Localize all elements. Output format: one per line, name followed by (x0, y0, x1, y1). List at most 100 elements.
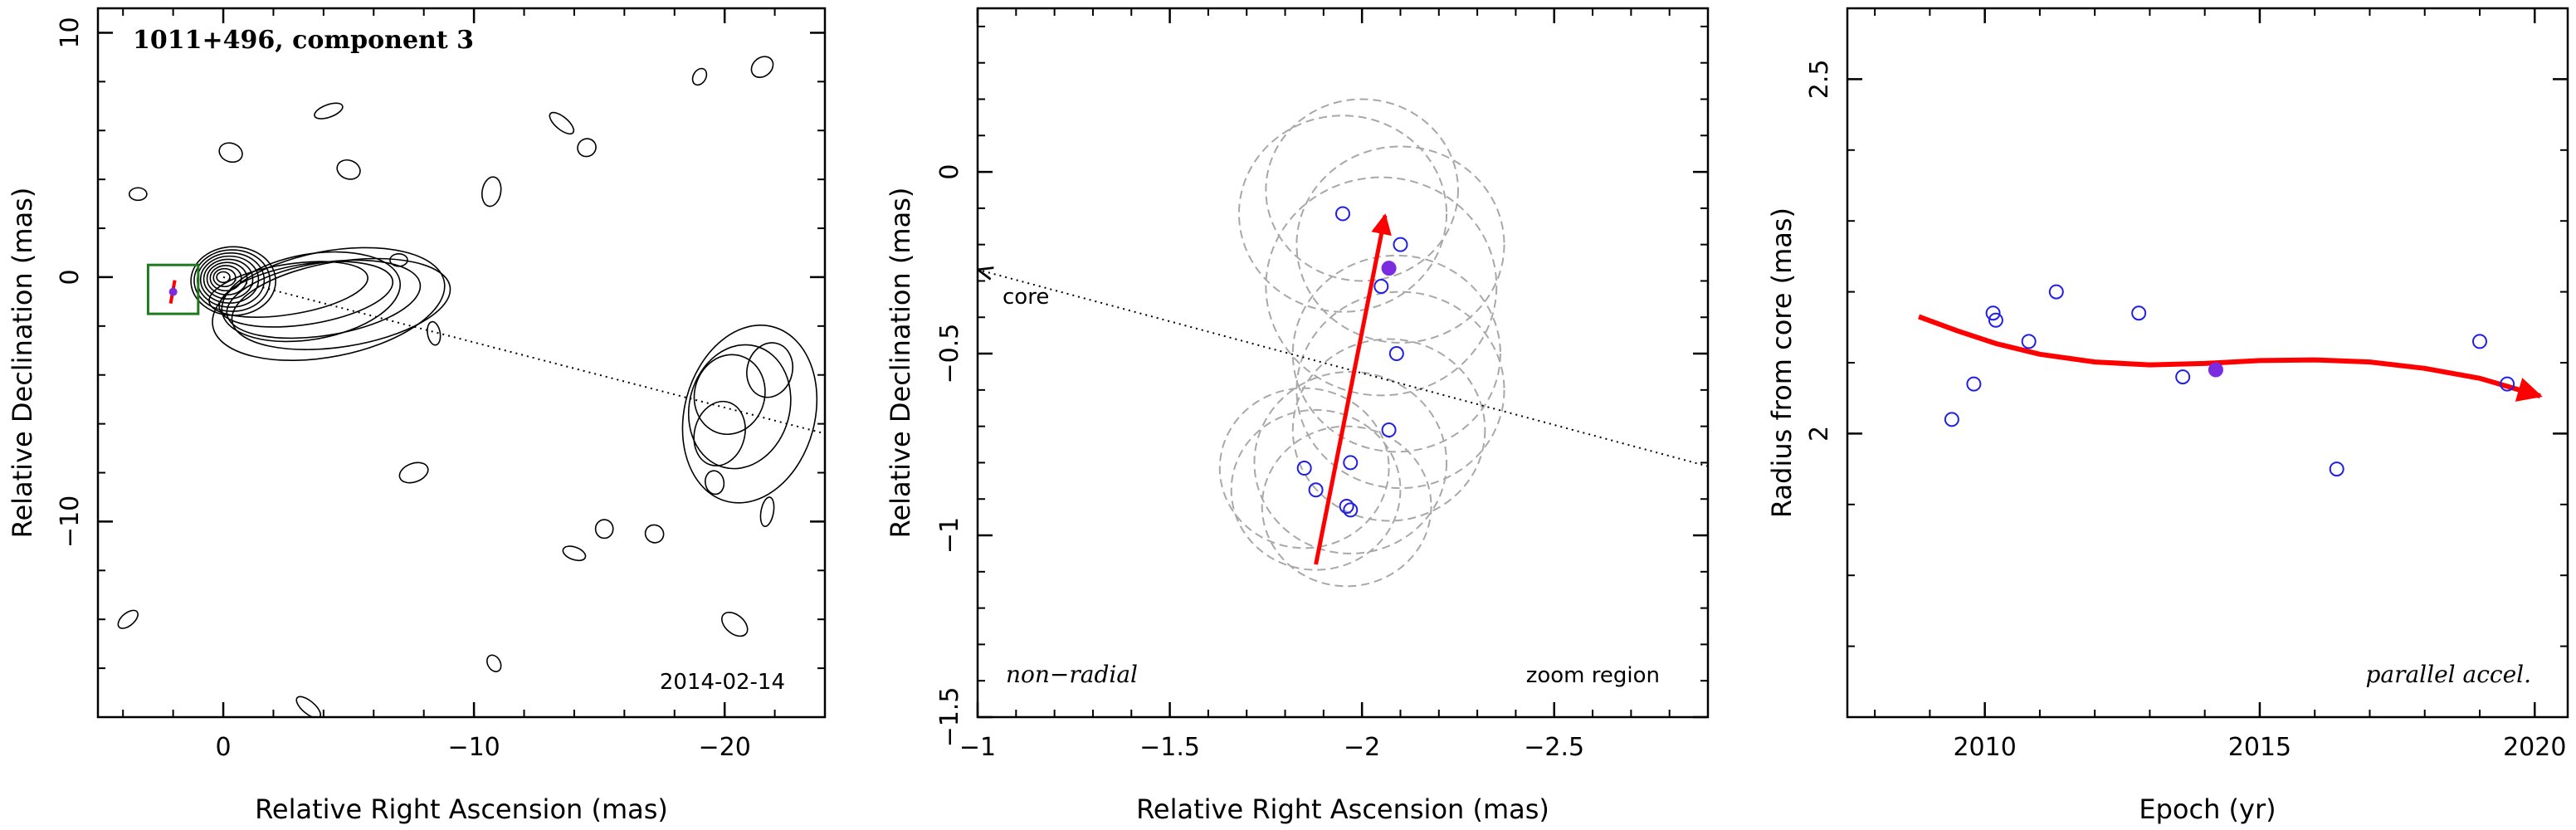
motion-label: non−radial (1006, 661, 1138, 688)
zoom-component-dot (168, 287, 178, 296)
right-xtick-label: 2010 (1953, 733, 2016, 762)
radius-point (2021, 334, 2037, 349)
noise-contour (577, 138, 597, 158)
noise-contour (750, 56, 774, 78)
noise-contour (389, 252, 408, 267)
error-circle (1237, 115, 1448, 313)
position-point (1335, 206, 1350, 222)
middle-xlabel: Relative Right Ascension (mas) (1136, 793, 1549, 825)
reference-point (2208, 362, 2223, 378)
left-ticks: 0 −10 −20 10 0 −10 (56, 8, 826, 762)
noise-contour (759, 496, 775, 528)
middle-xtick-label: −1.5 (1139, 733, 1200, 762)
radius-point (1944, 412, 1959, 427)
error-circle (1291, 338, 1486, 522)
radius-point (1988, 312, 2003, 328)
core-contour (216, 271, 231, 284)
middle-panel: core −1 −1.5 −2 −2.50−0.5−1−1.5 non−radial … (885, 7, 1710, 825)
noise-contour (721, 611, 749, 637)
middle-ticks: −1 −1.5 −2 −2.50−0.5−1−1.5 (935, 8, 1708, 762)
noise-contour (117, 609, 139, 629)
noise-contour (549, 111, 575, 135)
position-point (1296, 461, 1312, 476)
radius-point (2471, 334, 2487, 349)
middle-xtick-label: −2 (1344, 733, 1380, 762)
middle-frame (976, 7, 1710, 719)
error-circles (1218, 98, 1505, 588)
jet-contour (208, 261, 368, 318)
radius-point (2048, 284, 2064, 300)
position-point (1381, 422, 1397, 438)
lobe-contour (687, 344, 792, 470)
jet-contour (226, 259, 422, 339)
right-xlabel: Epoch (yr) (2139, 793, 2276, 825)
middle-points (1296, 206, 1408, 518)
left-ytick-label: 0 (56, 269, 85, 285)
error-circle (1265, 176, 1498, 397)
core-label: core (1003, 285, 1049, 310)
jet-axis-line (222, 276, 825, 435)
velocity-vector (1314, 213, 1392, 565)
position-point (1339, 498, 1354, 514)
middle-ytick-label: −0.5 (935, 324, 964, 384)
lobe-contour (681, 325, 818, 504)
right-ticks: 2010 2015 2020 2 2.5 (1805, 7, 2568, 762)
jet-contour (221, 251, 402, 343)
left-xtick-label: −20 (699, 733, 751, 762)
accel-label: parallel accel. (2365, 661, 2531, 688)
noise-contour (128, 187, 148, 202)
noise-contour (691, 67, 708, 86)
middle-ytick-label: −1 (935, 517, 964, 554)
noise-contour (398, 461, 429, 484)
left-ylabel: Relative Declination (mas) (7, 188, 38, 539)
radius-point (2500, 376, 2515, 392)
error-circle (1230, 408, 1402, 571)
jet-contour (218, 261, 394, 328)
error-circle (1253, 370, 1448, 554)
radius-point (1985, 305, 2001, 321)
lobe-contour (693, 354, 766, 436)
lobe-contour (746, 342, 793, 398)
noise-contour (486, 654, 502, 672)
middle-ylabel: Relative Declination (mas) (885, 188, 916, 539)
left-panel: 0 −10 −20 10 0 −10 1011+496, component 3 2014… (7, 7, 827, 825)
core-contour (202, 258, 254, 300)
right-xtick-label: 2015 (2228, 733, 2291, 762)
left-xtick-label: −10 (447, 733, 500, 762)
noise-contour (644, 524, 665, 544)
fit-curve (1918, 314, 2543, 402)
contour-map (117, 56, 818, 717)
radius-point (2329, 461, 2344, 477)
position-point (1373, 279, 1389, 295)
left-xtick-label: 0 (215, 733, 231, 762)
noise-contour (427, 320, 442, 346)
radius-point (2131, 305, 2147, 321)
position-point (1388, 346, 1404, 362)
position-point (1393, 237, 1408, 252)
middle-ytick-label: 0 (935, 164, 964, 180)
left-date: 2014-02-14 (660, 670, 785, 695)
error-circle (1295, 145, 1505, 344)
noise-contour (314, 102, 344, 120)
middle-xtick-label: −1 (959, 733, 996, 762)
reference-point (1381, 261, 1397, 276)
noise-contour (594, 519, 614, 540)
core-direction-line (979, 270, 1709, 467)
noise-contour (481, 176, 502, 208)
position-point (1343, 502, 1359, 518)
zoom-box (146, 263, 200, 315)
position-point (1343, 455, 1359, 471)
right-panel: 2010 2015 2020 2 2.5 parallel accel. Epoch (… (1766, 7, 2569, 825)
middle-xtick-label: −2.5 (1524, 733, 1584, 762)
error-circle (1265, 98, 1459, 282)
jet-contour (231, 257, 451, 350)
left-xlabel: Relative Right Ascension (mas) (255, 793, 668, 825)
noise-contour (336, 159, 361, 180)
left-frame (96, 7, 827, 719)
left-title: 1011+496, component 3 (133, 26, 474, 55)
error-circle (1291, 254, 1501, 453)
jet-contour (212, 247, 446, 362)
right-ylabel: Radius from core (mas) (1766, 208, 1798, 518)
noise-contour (562, 545, 587, 562)
